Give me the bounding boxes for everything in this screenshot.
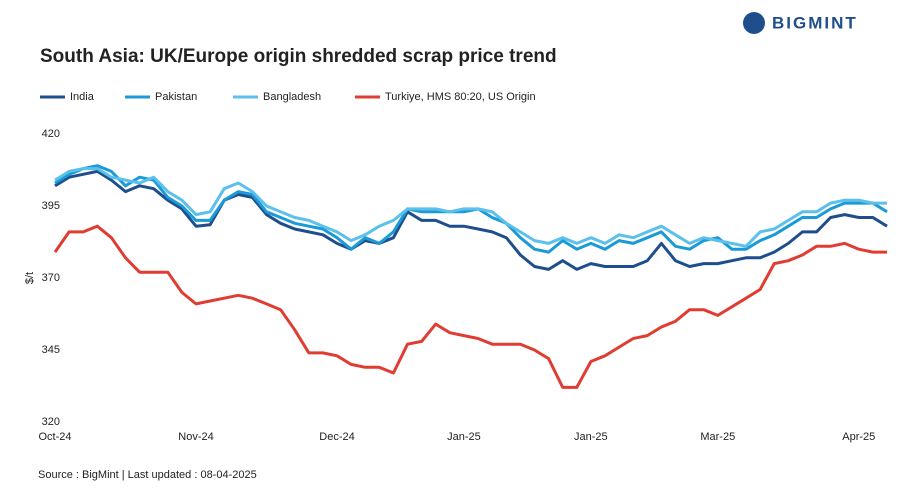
x-tick-label: Mar-25	[700, 431, 735, 443]
series-line	[53, 224, 887, 389]
y-tick-label: 370	[42, 272, 60, 284]
legend-label: Turkiye, HMS 80:20, US Origin	[385, 91, 536, 103]
y-tick-label: 395	[42, 200, 60, 212]
x-tick-label: Jan-25	[447, 431, 481, 443]
legend-label: Bangladesh	[263, 91, 321, 103]
y-tick-label: 420	[42, 128, 60, 140]
series-line	[54, 167, 887, 248]
y-axis-label: $/t	[24, 272, 36, 284]
legend-label: India	[70, 91, 95, 103]
x-tick-label: Apr-25	[842, 431, 875, 443]
source-note: Source : BigMint | Last updated : 08-04-…	[38, 469, 257, 481]
x-tick-label: Dec-24	[319, 431, 354, 443]
x-tick-label: Jan-25	[574, 431, 608, 443]
chart-title: South Asia: UK/Europe origin shredded sc…	[40, 46, 557, 67]
brand: BIGMINT	[772, 13, 858, 32]
y-tick-label: 345	[42, 344, 60, 356]
legend-label: Pakistan	[155, 91, 197, 103]
x-tick-label: Nov-24	[178, 431, 213, 443]
logo-icon	[743, 12, 765, 34]
y-tick-label: 320	[42, 416, 60, 428]
x-tick-label: Oct-24	[38, 431, 71, 443]
series-line	[54, 169, 888, 271]
